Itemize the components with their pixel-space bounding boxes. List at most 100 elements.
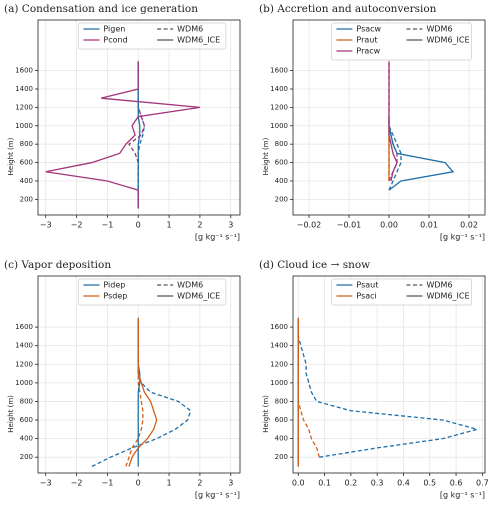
y-tick-label: 800 (20, 140, 33, 148)
data-line (125, 317, 144, 467)
plot-frame (37, 275, 241, 474)
x-tick-label: 0.0 (292, 479, 305, 488)
legend-label: WDM6_ICE (177, 36, 220, 45)
legend-label: Psaut (356, 281, 378, 290)
x-tick-label: −0.02 (297, 221, 322, 230)
panel-title: (c) Vapor deposition (4, 259, 111, 271)
y-tick-label: 400 (20, 435, 33, 443)
legend-box (78, 278, 227, 306)
x-tick-label: 1 (167, 221, 172, 230)
data-line (297, 336, 480, 458)
legend-label: Psaci (356, 292, 376, 301)
x-tick-label: −0.01 (337, 221, 362, 230)
x-tick-label: −3 (40, 479, 52, 488)
y-axis-label: Height (m) (262, 395, 270, 433)
y-tick-label: 1000 (15, 122, 33, 130)
legend-label: Psdep (103, 292, 127, 301)
panel-title: (b) Accretion and autoconversion (259, 3, 437, 15)
legend-label: Pcond (103, 36, 127, 45)
y-tick-label: 1400 (270, 342, 288, 350)
data-line (388, 116, 455, 191)
y-tick-label: 600 (275, 416, 288, 424)
y-tick-label: 1600 (15, 67, 33, 75)
legend-label: WDM6_ICE (426, 36, 469, 45)
legend-box (331, 278, 472, 306)
y-tick-label: 600 (20, 416, 33, 424)
y-tick-label: 200 (275, 195, 288, 203)
y-tick-label: 1000 (270, 122, 288, 130)
y-tick-label: 1400 (270, 85, 288, 93)
x-tick-label: 0.6 (450, 479, 463, 488)
y-tick-label: 1000 (270, 379, 288, 387)
x-tick-label: 0.01 (420, 221, 438, 230)
y-tick-label: 1200 (270, 360, 288, 368)
x-tick-label: −2 (71, 221, 83, 230)
panel-title: (d) Cloud ice → snow (259, 259, 370, 271)
x-tick-label: 0.4 (397, 479, 410, 488)
x-axis-label: [g kg⁻¹ s⁻¹] (195, 233, 240, 242)
legend-label: WDM6 (177, 281, 203, 290)
x-axis-label: [g kg⁻¹ s⁻¹] (440, 233, 485, 242)
data-line (388, 116, 402, 191)
y-axis-label: Height (m) (7, 137, 15, 175)
x-tick-label: 0 (136, 221, 141, 230)
x-axis-label: [g kg⁻¹ s⁻¹] (195, 491, 240, 500)
x-tick-label: 1 (167, 479, 172, 488)
legend-box (331, 22, 472, 61)
y-tick-label: 200 (20, 453, 33, 461)
y-tick-label: 800 (275, 140, 288, 148)
x-tick-label: 0.5 (423, 479, 436, 488)
plot-frame (292, 275, 486, 474)
plot-frame (37, 19, 241, 216)
legend-label: Pracw (356, 47, 380, 56)
data-line (388, 61, 398, 182)
y-tick-label: 200 (275, 453, 288, 461)
x-tick-label: −1 (101, 221, 113, 230)
legend-label: WDM6 (177, 25, 203, 34)
data-line (297, 317, 320, 458)
data-line (388, 61, 398, 182)
y-tick-label: 1600 (270, 323, 288, 331)
legend-label: Psacw (356, 25, 381, 34)
data-line (128, 317, 158, 467)
x-tick-label: 0.02 (460, 221, 478, 230)
y-tick-label: 1200 (15, 360, 33, 368)
x-tick-label: 0.00 (380, 221, 398, 230)
x-tick-label: −1 (101, 479, 113, 488)
plot-frame (292, 19, 486, 216)
legend-label: Pidep (103, 281, 125, 290)
x-tick-label: 0.2 (344, 479, 357, 488)
legend-label: WDM6_ICE (177, 292, 220, 301)
y-tick-label: 400 (275, 177, 288, 185)
y-tick-label: 1200 (15, 103, 33, 111)
legend-label: WDM6 (426, 25, 452, 34)
y-tick-label: 1600 (15, 323, 33, 331)
legend-label: WDM6_ICE (426, 292, 469, 301)
data-line (45, 61, 201, 209)
y-axis-label: Height (m) (7, 395, 15, 433)
y-axis-label: Height (m) (262, 137, 270, 175)
y-tick-label: 1400 (15, 342, 33, 350)
x-tick-label: 0.7 (476, 479, 489, 488)
x-tick-label: 0.3 (371, 479, 384, 488)
x-tick-label: 2 (197, 479, 202, 488)
x-tick-label: 0 (136, 479, 141, 488)
y-tick-label: 1000 (15, 379, 33, 387)
y-tick-label: 600 (275, 159, 288, 167)
legend-box (78, 22, 227, 50)
y-tick-label: 800 (275, 397, 288, 405)
legend-label: Praut (356, 36, 377, 45)
y-tick-label: 1400 (15, 85, 33, 93)
x-tick-label: 0.1 (318, 479, 331, 488)
y-tick-label: 600 (20, 159, 33, 167)
data-line (128, 61, 146, 209)
x-tick-label: −3 (40, 221, 52, 230)
y-tick-label: 400 (20, 177, 33, 185)
y-tick-label: 800 (20, 397, 33, 405)
x-tick-label: 2 (197, 221, 202, 230)
x-tick-label: −2 (71, 479, 83, 488)
legend-label: WDM6 (426, 281, 452, 290)
legend-label: Pigen (103, 25, 125, 34)
y-tick-label: 400 (275, 435, 288, 443)
